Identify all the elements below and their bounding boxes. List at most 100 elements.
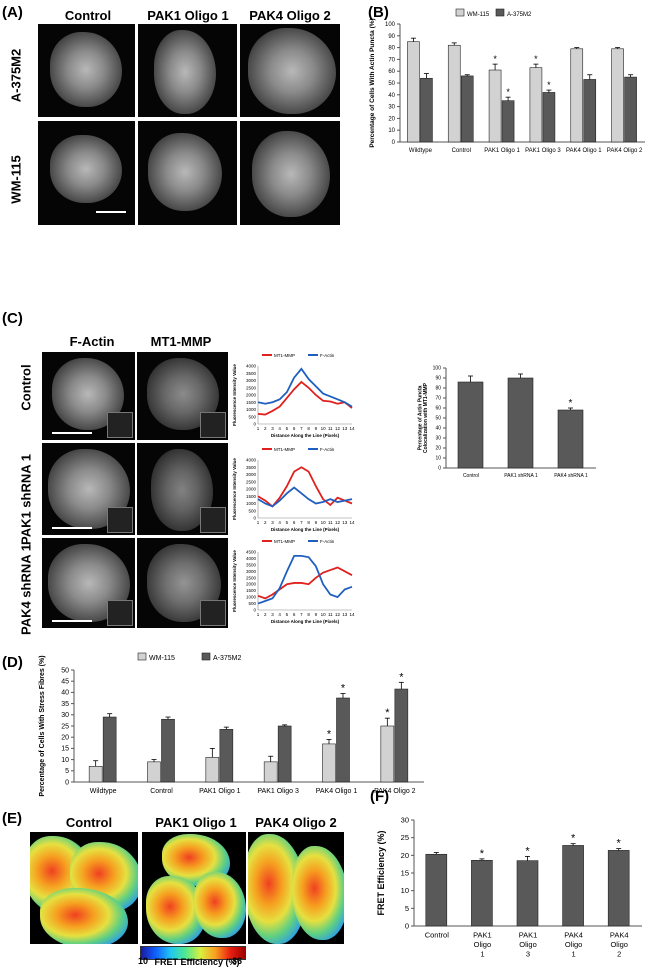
significance-mark: * <box>547 80 551 90</box>
y-tick-label: 3500 <box>246 371 257 376</box>
series-line <box>257 554 353 605</box>
significance-mark: * <box>617 838 622 850</box>
x-tick-label: PAK1 Oligo 1 <box>199 788 241 795</box>
y-tick-label: 2000 <box>246 582 257 587</box>
y-tick-label: 40 <box>61 690 69 697</box>
series-line <box>257 367 353 408</box>
panel-c-col-factin: F-Actin <box>69 334 115 349</box>
panel-c-row-control: Control <box>18 364 34 411</box>
y-tick-label: 3500 <box>246 562 257 567</box>
x-tick-label: PAK4 <box>564 931 583 940</box>
y-tick-label: 1500 <box>246 588 257 593</box>
micrograph-a375-pak1 <box>138 24 237 117</box>
x-tick-label: PAK4 Oligo 2 <box>374 788 416 795</box>
y-tick-label: 2500 <box>246 479 257 484</box>
significance-mark: * <box>399 671 404 683</box>
x-tick-label: 1 <box>572 950 576 959</box>
y-tick-label: 70 <box>435 396 441 402</box>
x-tick-label: 1 <box>257 520 260 525</box>
legend-swatch <box>455 8 465 17</box>
y-tick-label: 4000 <box>246 458 257 463</box>
y-tick-label: 100 <box>385 22 396 28</box>
panel-e-col-control: Control <box>65 815 113 830</box>
x-axis-label: Distance Along the Line (Pixels) <box>271 433 340 438</box>
y-tick-label: 30 <box>435 436 441 442</box>
x-axis-label: Distance Along the Line (Pixels) <box>271 619 340 624</box>
panel-c-row-pak1: PAK1 shRNA 1 <box>18 453 34 546</box>
x-tick-label: Oligo <box>519 940 537 949</box>
bar <box>425 853 448 927</box>
x-tick-label: 4 <box>278 520 281 525</box>
y-tick-label: 1500 <box>246 400 257 405</box>
x-tick-label: 8 <box>307 426 310 431</box>
x-tick-label: PAK1 Oligo 3 <box>257 788 299 795</box>
y-tick-label: 0 <box>253 422 256 427</box>
y-axis-label: Percentage of Cells With Actin Puncta (%… <box>369 18 376 147</box>
y-tick-label: 40 <box>388 93 395 99</box>
bar <box>263 761 278 783</box>
y-tick-label: 2500 <box>246 385 257 390</box>
y-tick-label: 15 <box>401 869 409 878</box>
x-tick-label: 3 <box>271 520 274 525</box>
chart-f: 0 5 10 15 20 25 30 FRET Efficiency (%) Control * P… <box>376 816 642 959</box>
panel-b-label: (B) <box>368 4 389 21</box>
x-tick-label: 1 <box>480 950 484 959</box>
y-tick-label: 30 <box>401 816 409 825</box>
x-tick-label: 11 <box>328 612 333 617</box>
chart-d: 0 5 10 15 20 25 30 35 40 45 50 Percentage of Cells … <box>39 652 424 797</box>
y-axis-label: Percentage of Actin PunctaColocalization… <box>417 382 429 453</box>
legend-label: WM-115 <box>149 655 175 662</box>
bar <box>507 377 534 469</box>
micrograph-wm115-pak1 <box>138 121 237 225</box>
x-tick-label: 6 <box>293 520 296 525</box>
significance-mark: * <box>506 87 510 97</box>
micrograph-a375-control <box>38 24 135 117</box>
x-tick-label: 7 <box>300 612 303 617</box>
x-tick-label: 1 <box>257 426 260 431</box>
y-axis-label: Fluorescence Intensity Value <box>232 458 237 520</box>
series-line <box>257 466 353 508</box>
y-tick-label: 1000 <box>246 407 257 412</box>
y-tick-label: 20 <box>435 446 441 452</box>
y-tick-label: 1000 <box>246 595 257 600</box>
x-tick-label: Oligo <box>610 940 628 949</box>
micrograph-c-control-mt1mmp <box>137 352 228 440</box>
y-tick-label: 15 <box>61 746 69 753</box>
line-chart-c-pak1: MT1-MMP F-Actin05001000150020002500300035… <box>232 447 355 532</box>
legend-label: A-375M2 <box>507 12 532 18</box>
y-tick-label: 100 <box>433 366 442 372</box>
bar <box>380 725 395 783</box>
x-tick-label: PAK4 shRNA 1 <box>554 473 588 479</box>
x-tick-label: 10 <box>321 520 327 525</box>
bar <box>407 41 420 143</box>
x-tick-label: PAK1 Oligo 1 <box>484 148 520 154</box>
micrograph-c-control-factin <box>42 352 135 440</box>
series-line <box>257 486 353 508</box>
bar <box>460 75 474 143</box>
bar <box>583 79 597 143</box>
y-tick-label: 4500 <box>246 550 257 555</box>
panel-c-label: (C) <box>2 310 23 327</box>
x-tick-label: PAK1 <box>473 931 492 940</box>
bar <box>542 92 556 143</box>
x-tick-label: 3 <box>271 426 274 431</box>
x-tick-label: 9 <box>315 520 318 525</box>
y-tick-label: 25 <box>401 833 409 842</box>
x-tick-label: 6 <box>293 612 296 617</box>
panel-a-row-a375: A-375M2 <box>8 48 24 103</box>
legend-swatch <box>201 652 211 661</box>
y-tick-label: 60 <box>435 406 441 412</box>
x-tick-label: 8 <box>307 612 310 617</box>
significance-mark: * <box>493 54 497 64</box>
bar <box>161 718 175 783</box>
x-tick-label: PAK1 <box>519 931 538 940</box>
line-chart-c-pak4: MT1-MMP F-Actin05001000150020002500300035… <box>232 539 355 624</box>
x-tick-label: PAK4 Oligo 1 <box>566 148 602 154</box>
y-tick-label: 3500 <box>246 465 257 470</box>
x-tick-label: 10 <box>321 612 327 617</box>
x-tick-label: Control <box>452 148 471 154</box>
legend-swatch <box>495 8 505 17</box>
x-tick-label: PAK1 shRNA 1 <box>504 473 538 479</box>
bar <box>624 76 637 143</box>
y-tick-label: 0 <box>438 466 441 472</box>
